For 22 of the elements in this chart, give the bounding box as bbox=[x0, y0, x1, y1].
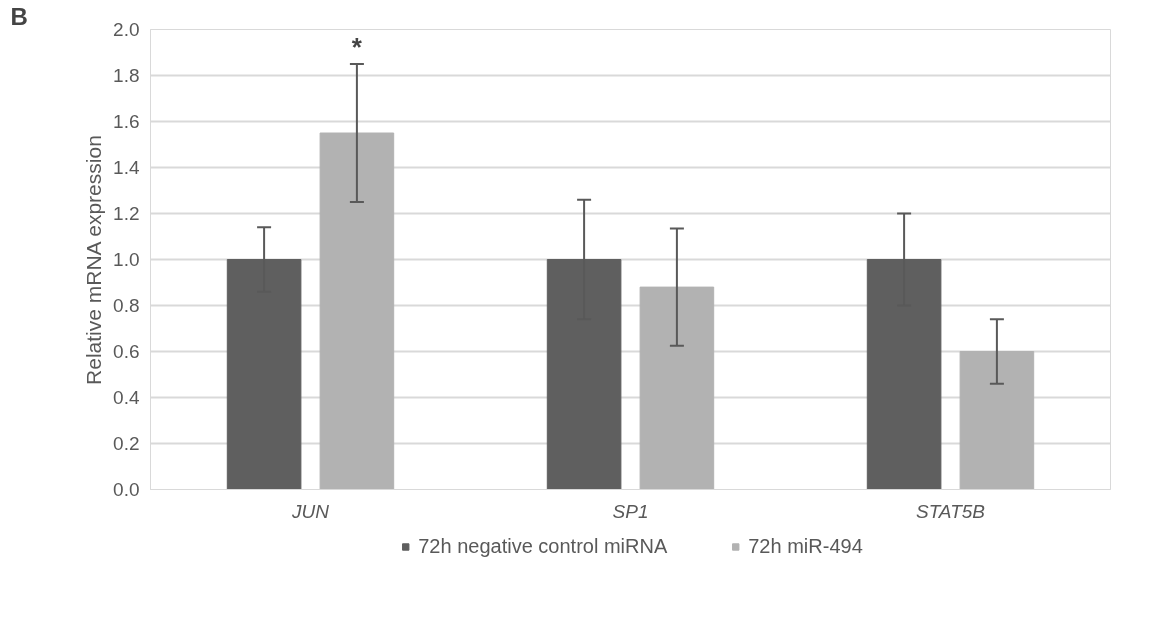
y-tick-label: 2.0 bbox=[113, 19, 140, 40]
y-tick-label: 0.8 bbox=[113, 295, 140, 316]
bar bbox=[319, 132, 395, 490]
x-tick-label: STAT5B bbox=[916, 500, 986, 522]
y-tick-label: 1.6 bbox=[113, 111, 140, 132]
bar bbox=[639, 286, 715, 490]
legend-label: 72h miR-494 bbox=[748, 534, 863, 558]
y-tick-label: 1.8 bbox=[113, 65, 140, 86]
y-tick-label: 0.4 bbox=[113, 387, 140, 408]
y-tick-label: 1.4 bbox=[113, 157, 140, 178]
bar bbox=[959, 351, 1035, 490]
annotation: * bbox=[351, 32, 363, 62]
y-tick-label: 0.0 bbox=[113, 479, 140, 500]
y-tick-label: 0.6 bbox=[113, 341, 140, 362]
x-tick-label: SP1 bbox=[612, 500, 649, 522]
y-axis-title: Relative mRNA expression bbox=[82, 135, 106, 385]
legend-label: 72h negative control miRNA bbox=[418, 534, 668, 558]
y-tick-label: 1.0 bbox=[113, 249, 140, 270]
y-tick-label: 1.2 bbox=[113, 203, 140, 224]
y-tick-label: 0.2 bbox=[113, 433, 140, 454]
x-tick-label: JUN bbox=[291, 500, 330, 522]
text: B bbox=[10, 2, 28, 30]
